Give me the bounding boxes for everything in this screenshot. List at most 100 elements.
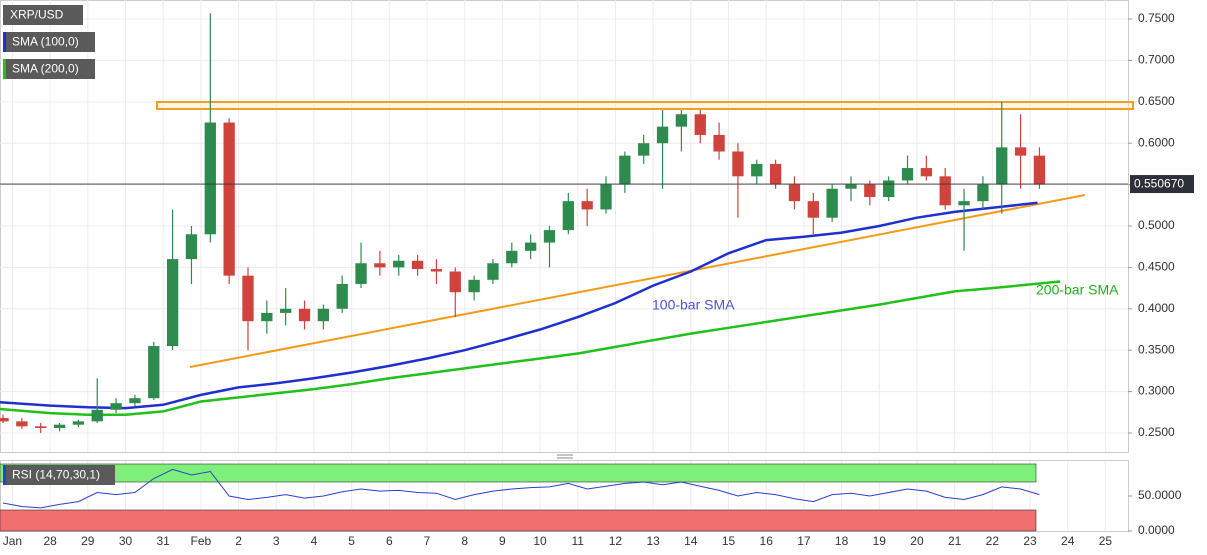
candle-body: [1033, 155, 1046, 185]
candle-body: [53, 424, 66, 428]
candle-body: [430, 269, 443, 272]
candle-body: [656, 126, 669, 144]
y-tick-label: 0.4500: [1138, 260, 1175, 274]
x-tick-label: 22: [986, 534, 1000, 548]
candle-body: [581, 201, 593, 210]
candle-body: [996, 147, 1008, 185]
candle-body: [883, 180, 895, 198]
legend: XRP/USD SMA (100,0) SMA (200,0) RSI (14,…: [3, 5, 115, 485]
legend-swatch: [3, 32, 6, 52]
candle-body: [185, 234, 198, 260]
x-tick-label: 2: [235, 534, 242, 548]
legend-label: SMA (100,0): [12, 35, 79, 49]
candle-body: [411, 260, 424, 270]
x-tick-label: 19: [873, 534, 887, 548]
candle-body: [129, 398, 141, 404]
candle-body: [72, 421, 85, 425]
y-tick-label: 0.4000: [1138, 301, 1175, 315]
y-tick-label: 0.2500: [1138, 425, 1175, 439]
candle-body: [751, 163, 763, 177]
candle-body: [242, 275, 254, 322]
candle-body: [110, 403, 122, 410]
y-tick-label: 0.6500: [1138, 94, 1175, 108]
oversold-band: [0, 509, 1037, 532]
x-tick-label: 8: [461, 534, 468, 548]
legend-swatch: [3, 465, 6, 485]
candle-body: [0, 418, 9, 422]
y-tick-label: 0.3000: [1138, 384, 1175, 398]
candle-body: [449, 271, 461, 293]
candle-body: [223, 122, 235, 276]
candle-body: [826, 188, 838, 218]
x-tick-label: 3: [273, 534, 280, 548]
candle-body: [355, 263, 367, 284]
candle-body: [336, 283, 348, 309]
candle-body: [148, 346, 160, 399]
last-price-box: [1130, 175, 1194, 194]
x-tick-label: 9: [499, 534, 506, 548]
rsi-line: [2, 468, 1040, 509]
candle-body: [280, 308, 292, 313]
candle-body: [16, 421, 28, 427]
candle-body: [317, 308, 330, 322]
candle-body: [543, 230, 556, 243]
candle-body: [562, 201, 574, 231]
candle-body: [91, 409, 103, 422]
x-tick-label: Feb: [191, 534, 212, 548]
candle-body: [524, 242, 537, 251]
x-tick-label: 4: [311, 534, 318, 548]
x-tick-label: 24: [1061, 534, 1075, 548]
x-tick-label: 28: [43, 534, 57, 548]
legend-box: [3, 465, 115, 485]
annotation: 200-bar SMA: [1036, 282, 1119, 298]
x-tick-label: 29: [81, 534, 95, 548]
x-tick-label: 6: [386, 534, 393, 548]
candle-body: [845, 184, 857, 189]
trend-line: [189, 194, 1086, 368]
candle-body: [35, 426, 47, 428]
x-tick-label: 30: [119, 534, 133, 548]
y-tick-label: 0.7000: [1138, 53, 1175, 67]
overbought-band: [0, 463, 1037, 483]
candle-body: [600, 184, 612, 210]
y-tick-label: 0.6000: [1138, 135, 1175, 149]
x-tick-label: 21: [948, 534, 962, 548]
resistance-zone: [156, 101, 1134, 110]
candle-body: [1014, 147, 1027, 156]
candle-body: [713, 134, 725, 152]
candle-body: [468, 279, 480, 293]
candle-body: [204, 122, 216, 235]
candle-body: [901, 168, 914, 181]
sma-line: [0, 280, 1061, 416]
candle-body: [298, 308, 311, 322]
candle-body: [506, 250, 518, 264]
x-tick-label: 5: [348, 534, 355, 548]
candle-body: [977, 184, 989, 202]
candle-body: [393, 260, 405, 268]
legend-title: XRP/USD: [10, 8, 64, 22]
x-tick-label: 13: [646, 534, 660, 548]
candle-body: [732, 151, 744, 177]
rsi-tick-label: 0.0000: [1138, 523, 1175, 537]
candle-body: [788, 184, 801, 202]
legend-swatch: [3, 59, 6, 79]
legend-box: [3, 5, 83, 25]
candle-body: [807, 201, 819, 218]
rsi-tick-label: 50.0000: [1138, 488, 1182, 502]
x-tick-label: 23: [1023, 534, 1037, 548]
candle-body: [675, 114, 688, 127]
candle-body: [261, 312, 273, 322]
legend-label: SMA (200,0): [12, 62, 79, 76]
x-tick-label: 11: [572, 534, 585, 548]
legend-box: [3, 32, 95, 52]
candle-body: [694, 114, 706, 135]
candle-body: [638, 143, 650, 156]
legend-box: [3, 59, 95, 79]
x-tick-label: 15: [722, 534, 736, 548]
x-tick-label: 10: [533, 534, 547, 548]
candle-body: [619, 155, 631, 185]
x-tick-label: 7: [424, 534, 431, 548]
candle-body: [769, 163, 782, 185]
x-tick-label: 17: [797, 534, 811, 548]
candle-body: [920, 168, 933, 177]
